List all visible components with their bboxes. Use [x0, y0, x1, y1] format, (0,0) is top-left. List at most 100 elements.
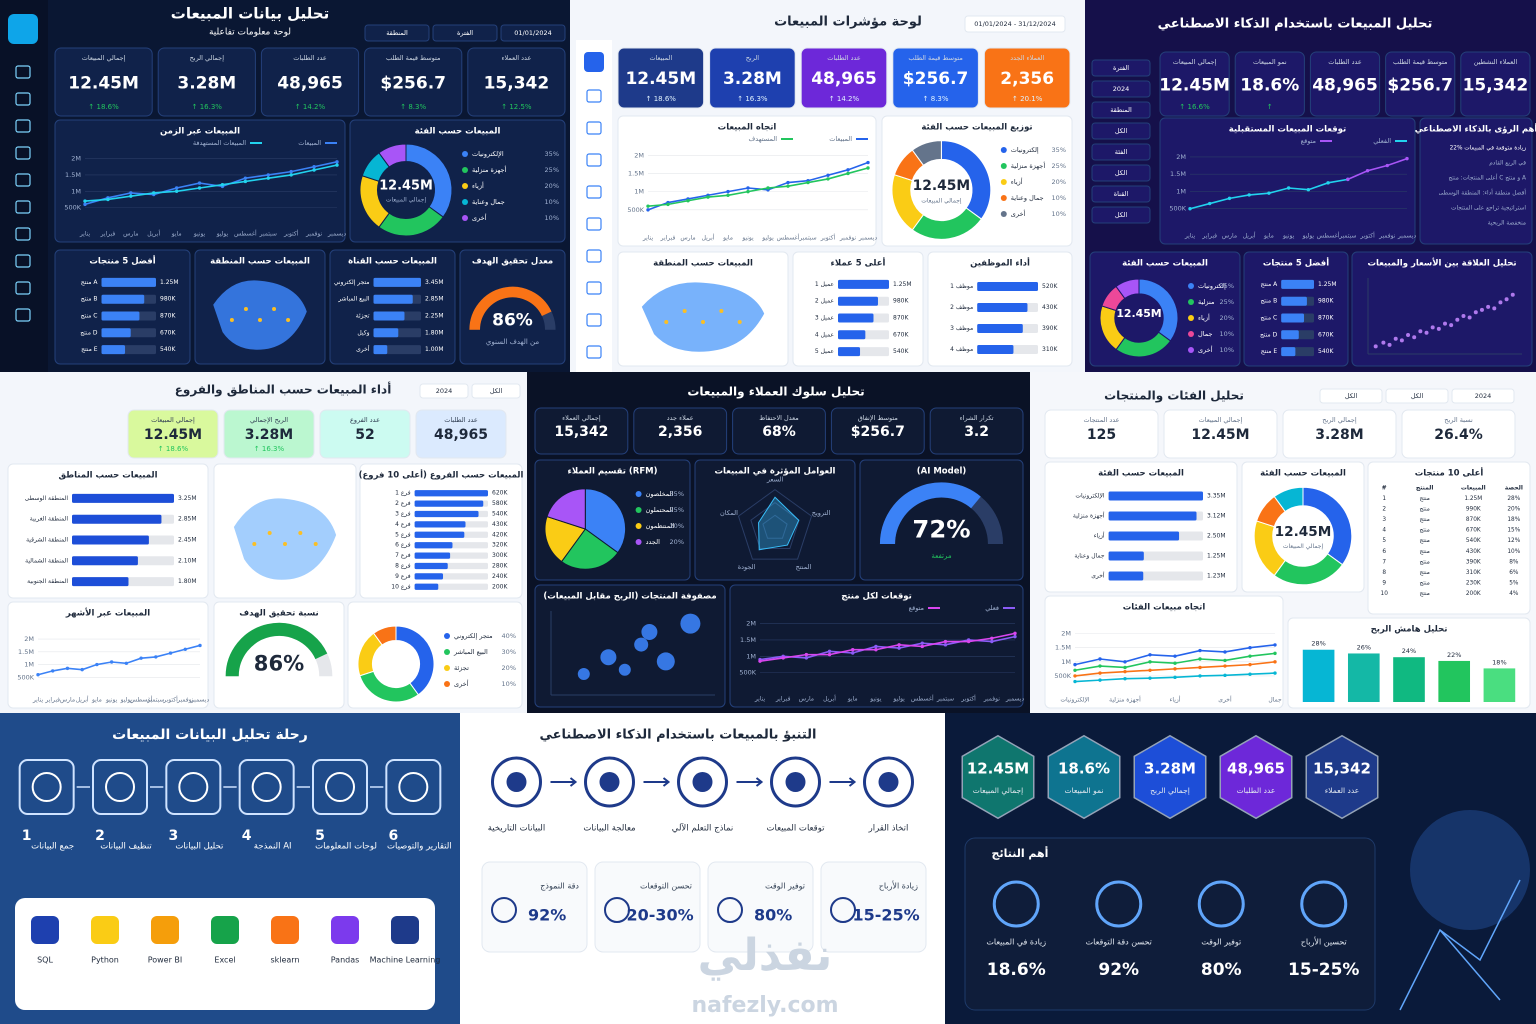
kpi-value: 18.6%	[1240, 75, 1299, 95]
bar-label: أخرى	[356, 345, 370, 353]
stat-label: دقة النموذج	[540, 882, 579, 891]
value-label: 1.80M	[425, 329, 444, 336]
point	[706, 195, 710, 199]
filter	[364, 24, 430, 42]
bar	[1281, 279, 1314, 289]
bar-label: منتج B	[1260, 298, 1277, 305]
bar	[838, 347, 861, 357]
bar-label: أخرى	[1091, 572, 1105, 580]
kpi-label: إجمالي المبيعات	[1199, 416, 1243, 424]
widget-title: المبيعات حسب المنطقة	[210, 257, 310, 267]
bar	[1108, 531, 1180, 541]
legend-label: جمال وعناية	[472, 198, 505, 206]
step-glyph	[325, 772, 355, 802]
card	[54, 249, 191, 365]
point	[1373, 344, 1378, 349]
point	[666, 202, 670, 207]
x-tick-label: يونيو	[105, 697, 118, 704]
kpi-card	[1163, 409, 1278, 459]
point	[646, 204, 650, 208]
kpi-card	[319, 409, 411, 459]
panel-title: تحليل الفئات والمنتجات	[1104, 389, 1244, 404]
legend-label: الجدد	[646, 538, 660, 546]
card	[1044, 595, 1284, 709]
value-label: 26%	[1357, 643, 1371, 651]
value-label: 540K	[160, 346, 176, 353]
x-tick-label: ديسمبر	[1397, 233, 1417, 240]
kpi-value: 48,965	[277, 73, 343, 93]
kpi-card	[1401, 409, 1516, 459]
filter	[1091, 164, 1151, 182]
x-tick-label: فبراير	[100, 231, 116, 238]
kpi-label: إجمالي العملاء	[562, 414, 601, 422]
bar-label: متجر إلكتروني	[334, 279, 370, 286]
glow	[1410, 810, 1530, 930]
y-tick-label: 1M	[746, 652, 756, 660]
flow-label: معالجة البيانات	[583, 824, 635, 834]
bar	[414, 583, 439, 590]
value-label: 2.25M	[425, 313, 444, 320]
table-cell: 5%	[1509, 580, 1519, 586]
value-label: 10%	[545, 198, 559, 206]
point	[266, 173, 270, 177]
x-tick-label: مايو	[171, 231, 182, 238]
legend-swatch	[462, 151, 468, 157]
legend-label: المخلصون	[646, 490, 674, 498]
insight: استراتيجية تراجع على المنتجات	[1451, 206, 1526, 212]
table-cell: 6	[1382, 549, 1386, 555]
value-label: 25%	[670, 506, 684, 514]
nav-icon	[15, 227, 31, 241]
point	[1273, 643, 1277, 647]
step-label: تنظيف البيانات	[100, 842, 152, 852]
kpi-label: إجمالي الربح	[1322, 416, 1357, 424]
point	[65, 666, 70, 671]
point	[786, 184, 790, 188]
tool-name: Python	[91, 956, 119, 965]
value-label: 1.80M	[178, 578, 197, 585]
legend-label: أزياء	[472, 181, 484, 190]
table-cell: 15%	[1507, 528, 1520, 534]
panel-title: التنبؤ بالمبيعات باستخدام الذكاء الاصطنا…	[540, 728, 817, 743]
point	[1073, 674, 1077, 678]
x-tick-label: مارس	[123, 231, 138, 238]
widget-title: المبيعات حسب المناطق	[58, 471, 157, 481]
widget-title: أداء الموظفين	[970, 257, 1030, 269]
point	[726, 193, 730, 197]
value-label: 10%	[1220, 346, 1234, 354]
filter-label: الكل	[1115, 127, 1127, 135]
flow-label: توقعات المبيعات	[767, 824, 826, 834]
map-dot	[283, 542, 287, 546]
legend-swatch	[1000, 179, 1007, 185]
kpi-value: 3.28M	[245, 427, 293, 443]
point	[1467, 315, 1472, 320]
point	[874, 648, 878, 652]
bar-label: أزياء	[1094, 532, 1105, 540]
filter	[1091, 122, 1151, 140]
point	[174, 186, 179, 190]
bar-label: فرع 2	[395, 500, 411, 507]
nav-icon	[586, 249, 602, 263]
bar	[1281, 296, 1307, 306]
step-icon	[385, 759, 442, 815]
x-tick-label: يناير	[32, 697, 44, 704]
value-label: 2.50M	[1207, 533, 1226, 540]
kpi-label: العملاء الجدد	[1010, 54, 1044, 62]
kpi-change: ↑	[1267, 103, 1273, 111]
x-tick-label: يوليو	[892, 696, 905, 703]
flow-icon	[491, 756, 542, 808]
bar-label: المنطقة الشرقية	[26, 537, 68, 544]
legend-swatch	[462, 199, 468, 205]
value-label: 420K	[492, 531, 508, 538]
kpi-label: عدد الطلبات	[1328, 58, 1362, 66]
value-label: 870K	[893, 315, 909, 322]
step-number: 6	[388, 828, 398, 844]
point	[220, 183, 225, 187]
gauge-value	[879, 482, 981, 545]
x-tick-label: جمال	[1268, 697, 1282, 704]
y-tick-label: 1.5M	[65, 171, 81, 179]
point	[1173, 667, 1177, 671]
map-dot	[272, 307, 277, 311]
kpi-label: متوسط قيمة الطلب	[908, 54, 963, 62]
panel-title: تحليل سلوك العملاء والمبيعات	[687, 385, 864, 400]
point	[866, 160, 870, 165]
